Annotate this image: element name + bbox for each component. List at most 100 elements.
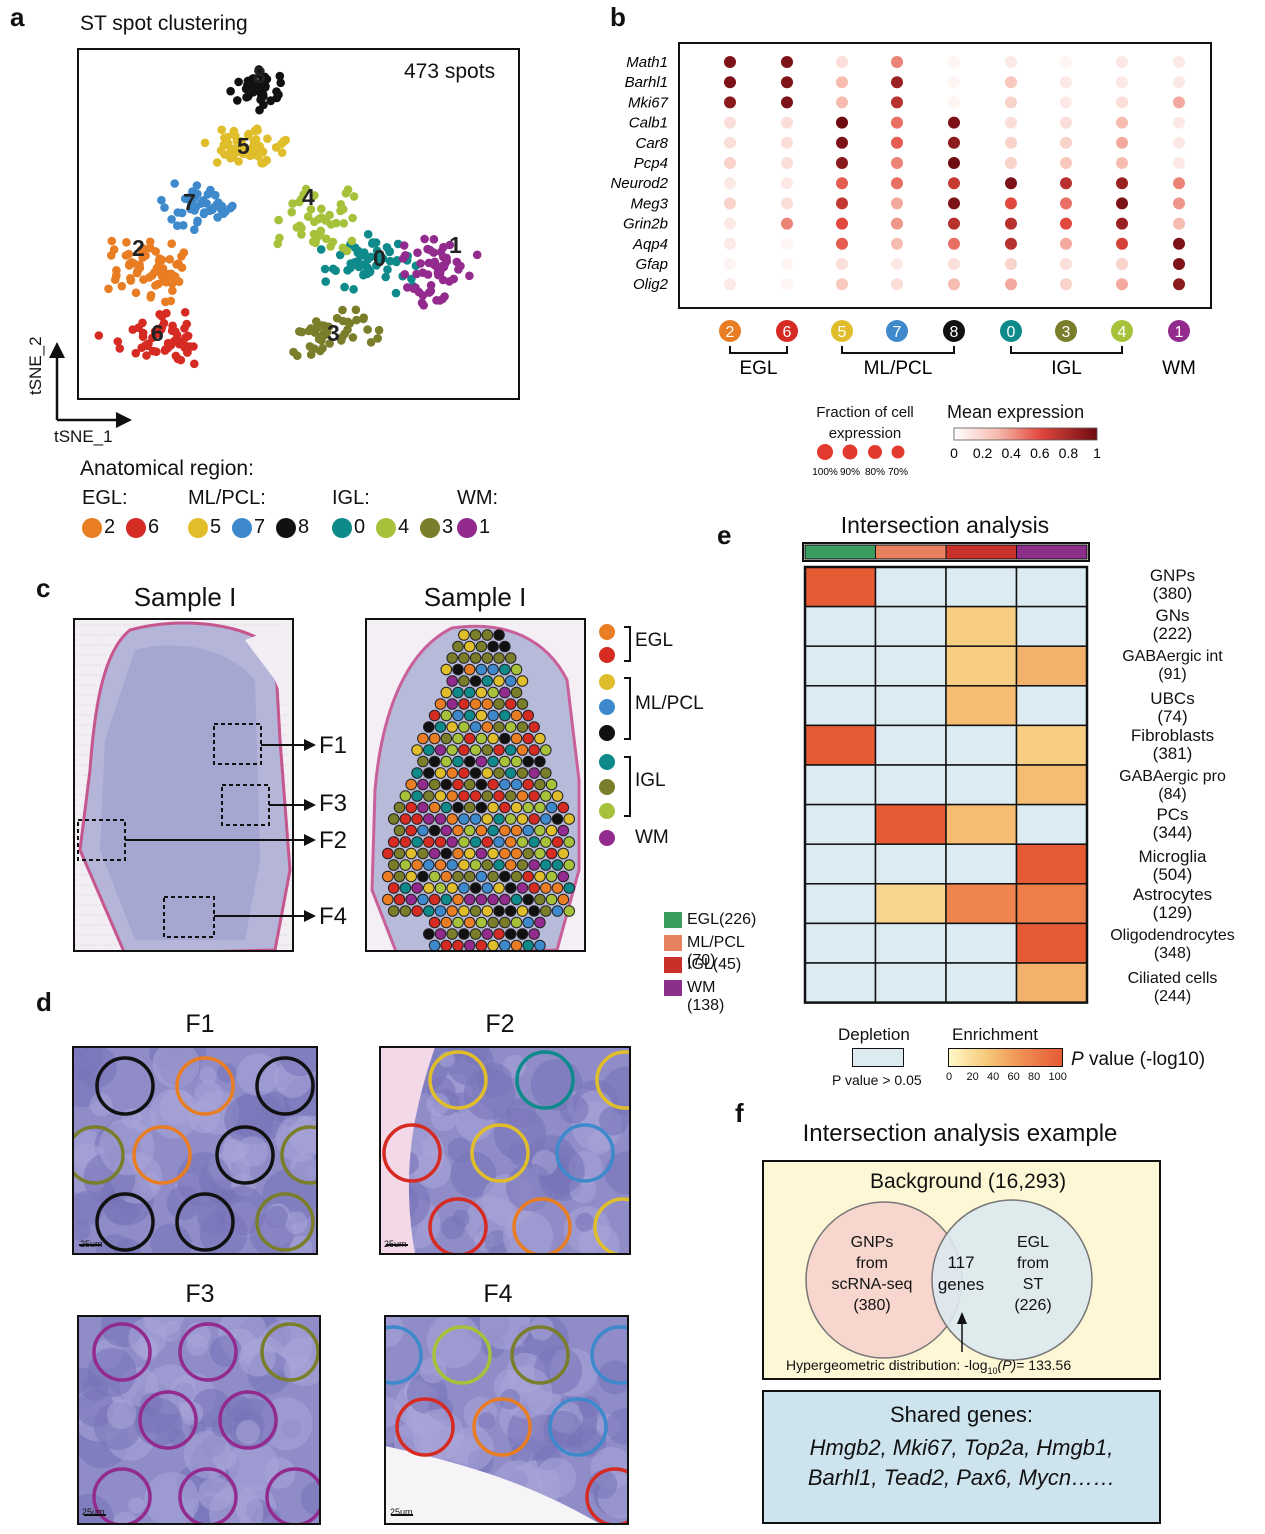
st-spot bbox=[563, 882, 575, 894]
region-legend-label: ML/PCL (70) bbox=[687, 933, 745, 969]
st-spot bbox=[499, 640, 511, 653]
venn-right-circle bbox=[931, 1199, 1093, 1361]
tsne-spot bbox=[263, 134, 272, 143]
tsne-spot bbox=[289, 347, 298, 357]
st-spot bbox=[452, 916, 464, 929]
st-spot bbox=[428, 916, 441, 929]
tsne-spot bbox=[145, 273, 154, 282]
tsne-spot bbox=[456, 261, 465, 271]
st-spot bbox=[440, 916, 453, 929]
st-spot bbox=[481, 698, 494, 710]
tsne-spot bbox=[151, 281, 160, 290]
tsne-spot bbox=[252, 124, 262, 133]
tsne-spot bbox=[196, 199, 206, 208]
cell-type-count: (504) bbox=[1152, 865, 1193, 884]
dot-Aqp4-2 bbox=[724, 237, 736, 250]
cell-type-1: GNs (222) bbox=[1085, 607, 1260, 643]
st-spot bbox=[493, 767, 505, 779]
tsne-spot bbox=[117, 281, 127, 291]
dot-Barhl1-3 bbox=[1060, 76, 1072, 89]
spot-ring-2 bbox=[512, 1197, 572, 1254]
st-spot bbox=[469, 744, 482, 756]
tsne-spot bbox=[411, 283, 420, 292]
he-tissue-left bbox=[73, 618, 294, 952]
tsne-spot bbox=[403, 283, 412, 292]
dot-Meg3-4 bbox=[1116, 197, 1128, 210]
tissue-texture bbox=[450, 1151, 497, 1198]
pscale-tick: 20 bbox=[966, 1071, 979, 1083]
st-spot bbox=[393, 893, 406, 906]
field-label-f4: F4 bbox=[319, 903, 348, 930]
st-spot bbox=[504, 652, 517, 664]
st-spot bbox=[434, 882, 447, 894]
dot-Mki67-6 bbox=[781, 96, 793, 109]
cell-type-name: GABAergic pro bbox=[1119, 768, 1226, 785]
st-spot bbox=[434, 813, 447, 825]
overlap-count: 117 bbox=[947, 1253, 975, 1272]
tsne-spot bbox=[349, 192, 359, 201]
st-spot bbox=[493, 744, 505, 756]
st-spot bbox=[481, 882, 494, 894]
legend-num-3: 3 bbox=[442, 516, 454, 538]
st-spot bbox=[516, 744, 529, 756]
pvalue-threshold-label: P value > 0.05 bbox=[832, 1072, 922, 1088]
st-spot bbox=[434, 836, 447, 848]
region-bar-WM (138) bbox=[1016, 544, 1088, 560]
tissue-texture bbox=[73, 1220, 91, 1241]
st-spot bbox=[446, 859, 458, 871]
legend-dot-3 bbox=[420, 518, 440, 538]
gene-label: Pcp4 bbox=[634, 155, 668, 172]
tsne-spot bbox=[94, 331, 104, 340]
cell-type-name: GNs bbox=[1155, 606, 1190, 625]
tsne-spot bbox=[245, 86, 254, 95]
st-spot bbox=[487, 663, 499, 676]
tsne-spot bbox=[224, 139, 233, 148]
st-spot bbox=[475, 663, 488, 676]
tsne-spot bbox=[336, 200, 346, 209]
legend-c-igl: IGL bbox=[635, 770, 666, 791]
cell-type-count: (222) bbox=[1152, 624, 1193, 643]
st-spot bbox=[487, 916, 499, 929]
tsne-spot bbox=[174, 259, 183, 268]
st-spot bbox=[481, 744, 494, 756]
st-spot bbox=[434, 790, 447, 802]
tissue-texture bbox=[89, 1093, 113, 1117]
legend-group-2: IGL: bbox=[332, 487, 370, 509]
heat-cell bbox=[874, 843, 947, 885]
tsne-scatter: 0 1 2 3 4 5 6 7 8 bbox=[94, 62, 482, 369]
spot-ring-3 bbox=[260, 1322, 320, 1382]
st-spot bbox=[528, 928, 540, 940]
dot-Grin2b-6 bbox=[781, 217, 793, 230]
tsne-spot bbox=[359, 314, 368, 324]
dot-Aqp4-6 bbox=[781, 237, 793, 250]
dot-Gfap-7 bbox=[891, 258, 903, 270]
legend-bracket bbox=[624, 756, 631, 817]
st-spot bbox=[493, 882, 505, 894]
tsne-spot bbox=[321, 234, 331, 243]
st-spot bbox=[493, 721, 505, 733]
st-spot bbox=[487, 732, 499, 745]
legend-dot-6 bbox=[126, 518, 146, 538]
st-spot bbox=[510, 870, 523, 883]
dot-Neurod2-1 bbox=[1173, 177, 1185, 190]
st-spot bbox=[446, 813, 458, 825]
gene-label: Grin2b bbox=[623, 216, 668, 233]
tissue-texture bbox=[199, 1066, 217, 1084]
hyper-p: (P) bbox=[997, 1357, 1017, 1373]
venn-right-line4: (226) bbox=[1014, 1297, 1052, 1314]
fraction-label: 70% bbox=[888, 467, 908, 478]
tsne-spot bbox=[160, 203, 169, 212]
fraction-label: 80% bbox=[865, 467, 885, 478]
tissue-texture bbox=[452, 1209, 470, 1228]
dot-Barhl1-2 bbox=[724, 76, 736, 89]
cell-type-name: GABAergic int bbox=[1122, 648, 1223, 665]
dot-Meg3-8 bbox=[948, 197, 960, 210]
st-spot bbox=[458, 859, 470, 871]
tsne-spot bbox=[472, 250, 482, 260]
st-spot bbox=[516, 836, 529, 848]
heat-cell bbox=[945, 605, 1018, 647]
cell-type-count: (84) bbox=[1158, 786, 1187, 803]
st-spot bbox=[440, 778, 453, 791]
st-spot bbox=[534, 732, 546, 745]
st-spot bbox=[499, 939, 511, 950]
